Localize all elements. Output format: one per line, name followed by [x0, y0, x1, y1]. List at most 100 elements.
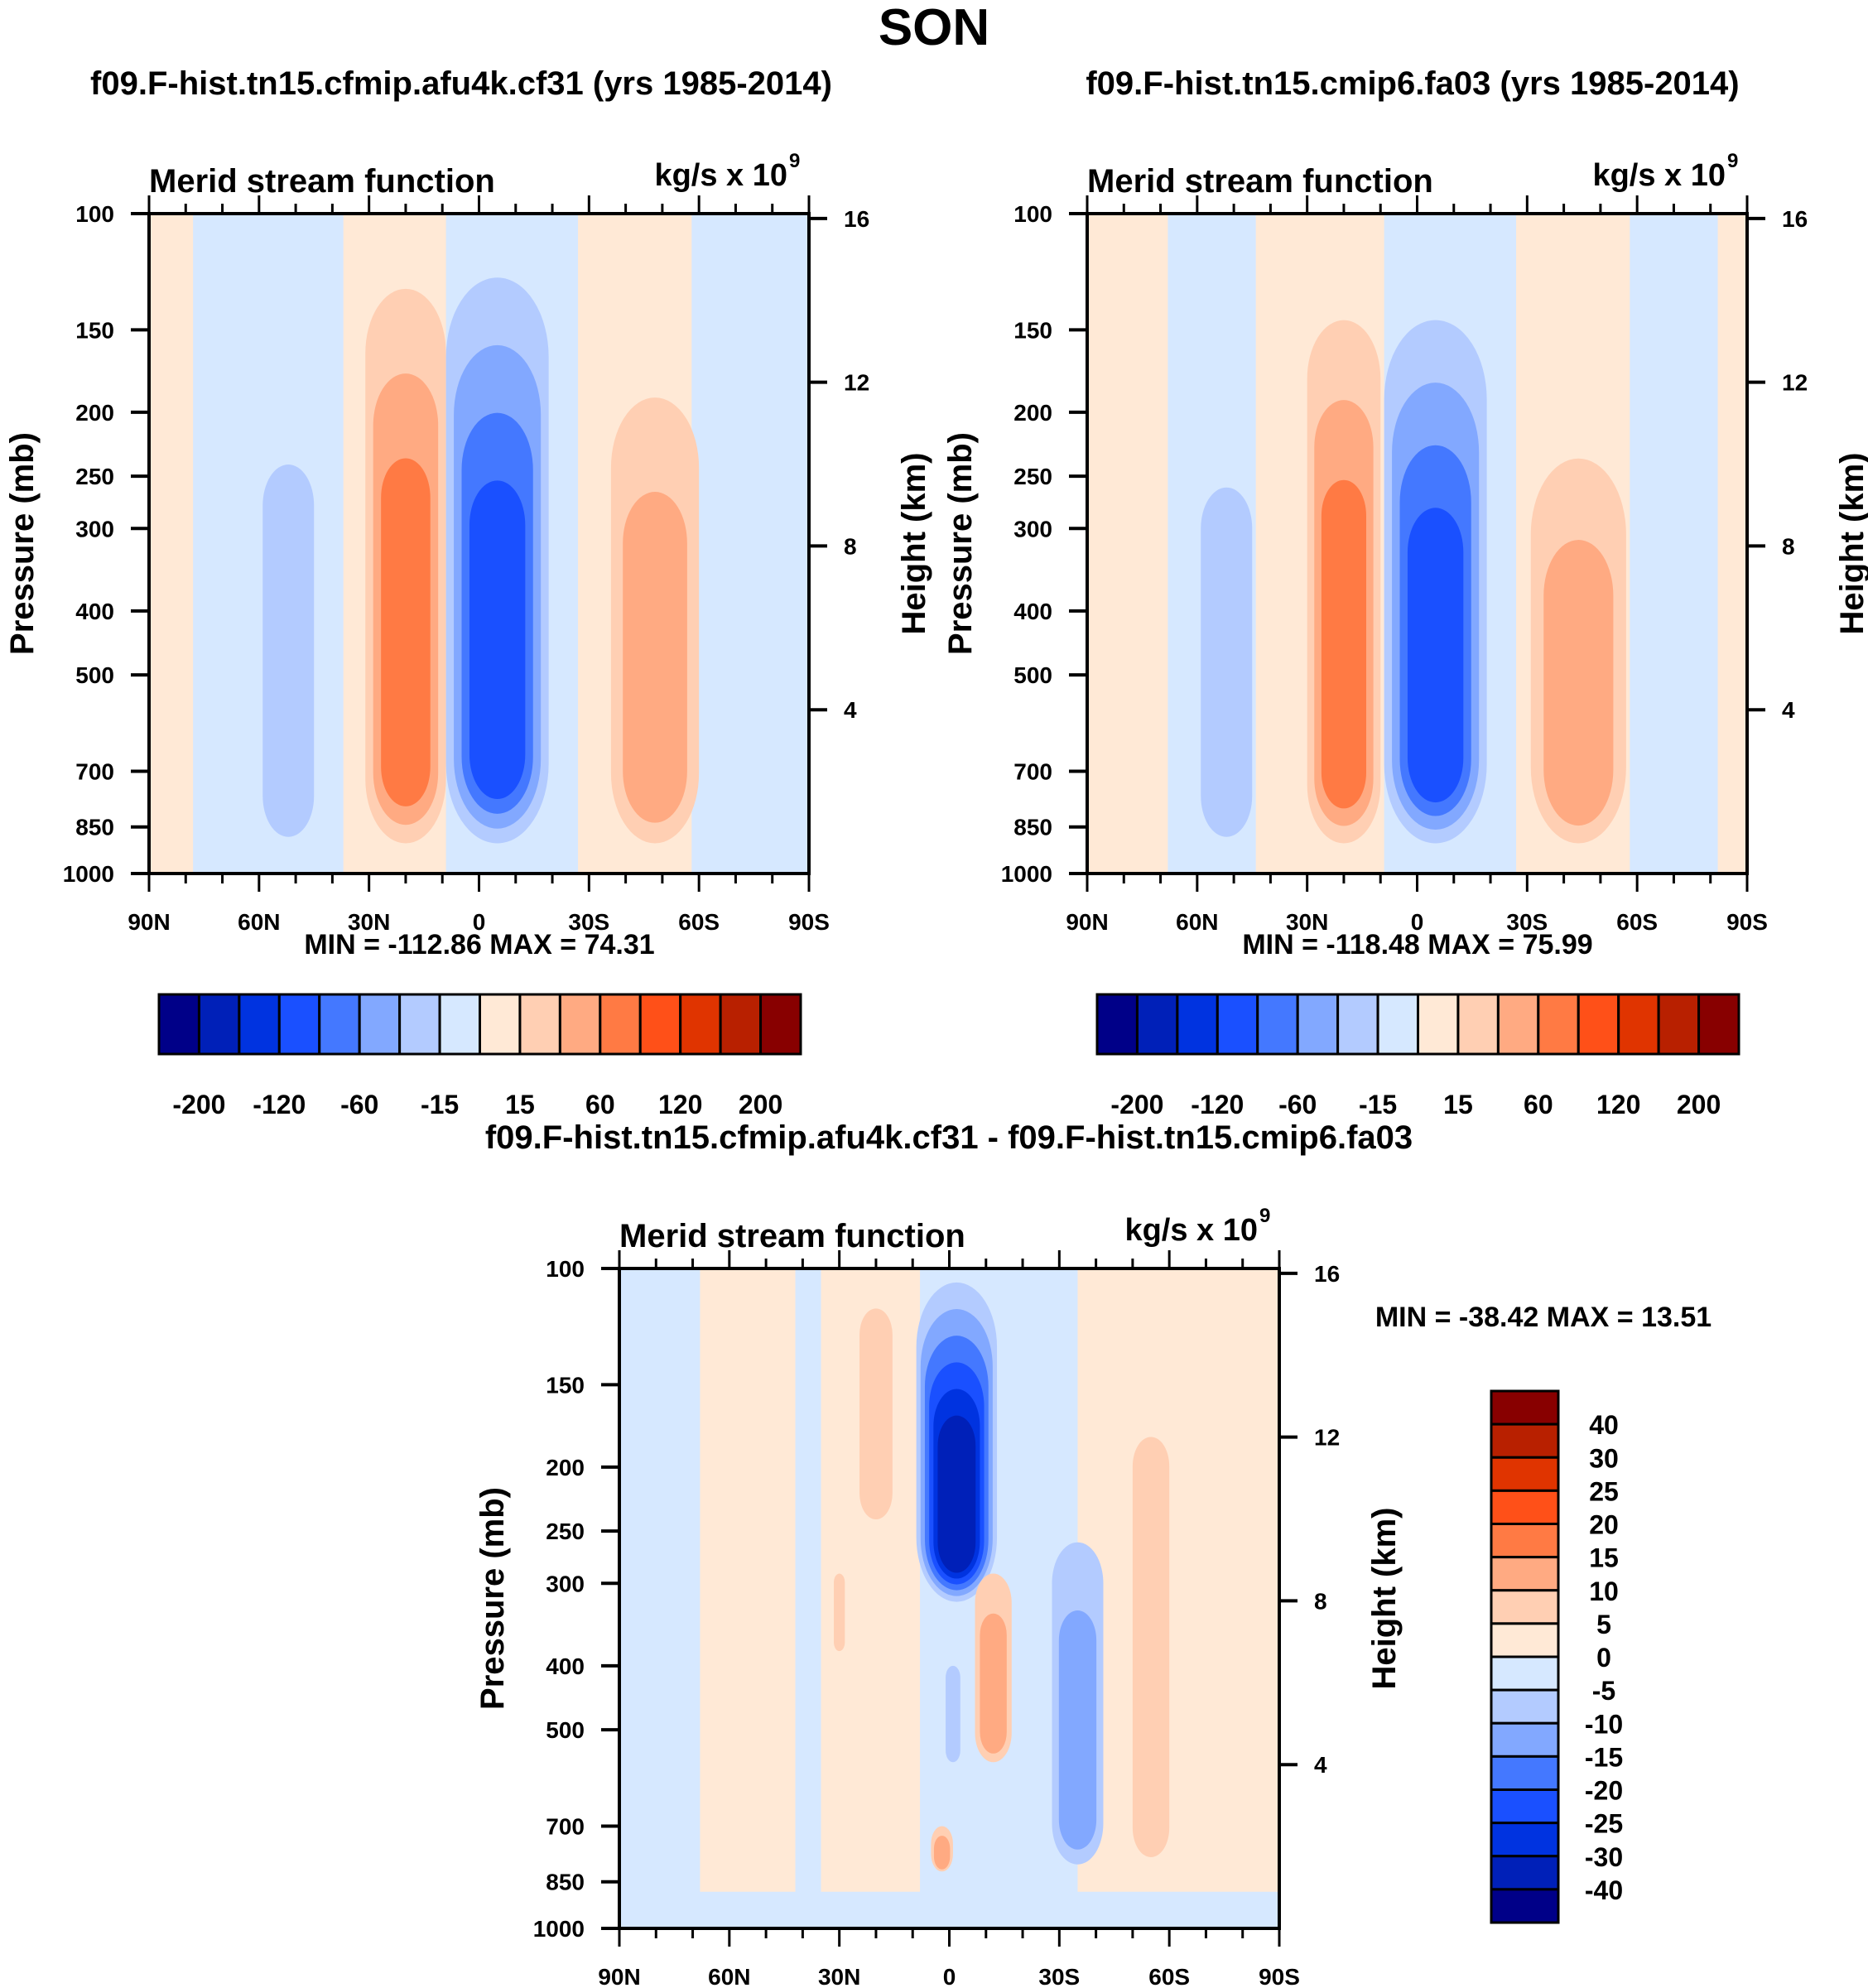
contour-level--5	[946, 1665, 960, 1763]
colorbar-label: 60	[585, 1090, 615, 1119]
colorbar-box	[1490, 1622, 1560, 1658]
y-axis-label: Pressure (mb)	[474, 1487, 511, 1710]
y-tick-label: 100	[75, 201, 114, 227]
y-right-axis-label: Height (km)	[896, 453, 932, 635]
y-tick-label: 100	[546, 1256, 585, 1282]
y-tick-label: 400	[546, 1653, 585, 1679]
units-exponent: 9	[1259, 1205, 1270, 1227]
contour-level-10	[980, 1613, 1007, 1754]
colorbar-label: -60	[340, 1090, 378, 1119]
contour-level-5	[859, 1308, 893, 1520]
colorbar-box	[398, 993, 441, 1056]
y-tick-label: 300	[75, 516, 114, 542]
y-tick-label: 700	[1013, 759, 1052, 785]
panel-title: f09.F-hist.tn15.cfmip.afu4k.cf31 - f09.F…	[484, 1119, 1413, 1156]
units-string: kg/s x 10	[1592, 158, 1726, 193]
colorbar-label: 30	[1589, 1443, 1619, 1473]
colorbar-label: 120	[658, 1090, 702, 1119]
y-tick-label: 500	[75, 662, 114, 688]
y-tick-label: 250	[546, 1519, 585, 1544]
colorbar-label: -200	[172, 1090, 225, 1119]
left-string: Merid stream function	[619, 1218, 965, 1254]
x-tick-label: 0	[473, 909, 486, 935]
colorbar-box	[1336, 993, 1379, 1056]
colorbar-label: -120	[253, 1090, 306, 1119]
colorbar-label: 15	[1443, 1090, 1473, 1119]
y-tick-label: 850	[1013, 815, 1052, 840]
colorbar-label: 15	[1589, 1543, 1619, 1573]
y-right-tick-label: 4	[1314, 1752, 1327, 1778]
y-tick-label: 100	[1013, 201, 1052, 227]
colorbar-label: -60	[1278, 1090, 1317, 1119]
colorbar-label: 40	[1589, 1410, 1619, 1440]
colorbar-box	[1456, 993, 1500, 1056]
contour-level-5	[1132, 1437, 1170, 1857]
left-string: Merid stream function	[1087, 163, 1433, 200]
x-tick-label: 90S	[1259, 1964, 1300, 1988]
colorbar-label: -15	[1359, 1090, 1397, 1119]
y-tick-label: 500	[1013, 662, 1052, 688]
band-positive	[1087, 214, 1168, 874]
colorbar-box	[1577, 993, 1620, 1056]
colorbar-box	[638, 993, 682, 1056]
y-right-axis-label: Height (km)	[1366, 1508, 1403, 1690]
colorbar-box	[1095, 993, 1139, 1056]
x-tick-label: 90S	[788, 909, 830, 935]
y-right-tick-label: 12	[844, 370, 869, 396]
y-tick-label: 250	[1013, 464, 1052, 489]
colorbar-box	[1490, 1788, 1560, 1825]
colorbar-box	[1256, 993, 1299, 1056]
contour-field	[149, 214, 809, 874]
contour-level-10	[933, 1836, 951, 1870]
y-right-tick-label: 16	[844, 206, 869, 232]
min-max-label: MIN = -112.86 MAX = 74.31	[304, 929, 654, 960]
colorbar-label: -120	[1191, 1090, 1244, 1119]
colorbar-label: 200	[739, 1090, 782, 1119]
colorbar-label: 10	[1589, 1576, 1619, 1606]
y-tick-label: 1000	[533, 1916, 585, 1942]
y-tick-label: 150	[1013, 317, 1052, 343]
colorbar-label: 25	[1589, 1476, 1619, 1506]
x-tick-label: 30N	[348, 909, 390, 935]
colorbar-box	[1490, 1389, 1560, 1426]
y-tick-label: 150	[546, 1372, 585, 1398]
x-tick-label: 60N	[238, 909, 280, 935]
colorbar-box	[1490, 1422, 1560, 1459]
colorbar-box	[1490, 1755, 1560, 1791]
y-tick-label: 300	[546, 1571, 585, 1596]
y-tick-label: 200	[546, 1455, 585, 1480]
colorbar-label: 0	[1596, 1643, 1611, 1673]
colorbar-box	[1490, 1688, 1560, 1725]
colorbar-box	[1490, 1589, 1560, 1625]
colorbar-label: -200	[1110, 1090, 1163, 1119]
y-right-tick-label: 12	[1314, 1425, 1340, 1451]
panel-title: f09.F-hist.tn15.cmip6.fa03 (yrs 1985-201…	[1086, 65, 1740, 102]
contour-field	[619, 1268, 1279, 1928]
x-tick-label: 60S	[678, 909, 720, 935]
colorbar-box	[1490, 1556, 1560, 1592]
colorbar-label: 200	[1677, 1090, 1721, 1119]
y-tick-label: 700	[75, 759, 114, 785]
colorbar-box	[1697, 993, 1740, 1056]
contour-level--80	[469, 480, 526, 800]
y-tick-label: 200	[1013, 400, 1052, 426]
x-tick-label: 60S	[1616, 909, 1658, 935]
y-tick-label: 150	[75, 317, 114, 343]
y-tick-label: 250	[75, 464, 114, 489]
x-tick-label: 60S	[1148, 1964, 1190, 1988]
colorbar-label: -40	[1585, 1875, 1623, 1905]
colorbar-box	[1490, 1888, 1560, 1924]
colorbar-box	[1296, 993, 1340, 1056]
units-string: kg/s x 10	[1124, 1213, 1258, 1248]
figure-title: SON	[878, 0, 990, 56]
y-tick-label: 400	[75, 599, 114, 624]
colorbar-label: -30	[1585, 1842, 1623, 1872]
contour-field	[1087, 214, 1747, 874]
colorbar-box	[358, 993, 402, 1056]
y-right-tick-label: 8	[844, 533, 857, 559]
y-tick-label: 850	[546, 1870, 585, 1895]
contour-level-5	[834, 1573, 845, 1652]
